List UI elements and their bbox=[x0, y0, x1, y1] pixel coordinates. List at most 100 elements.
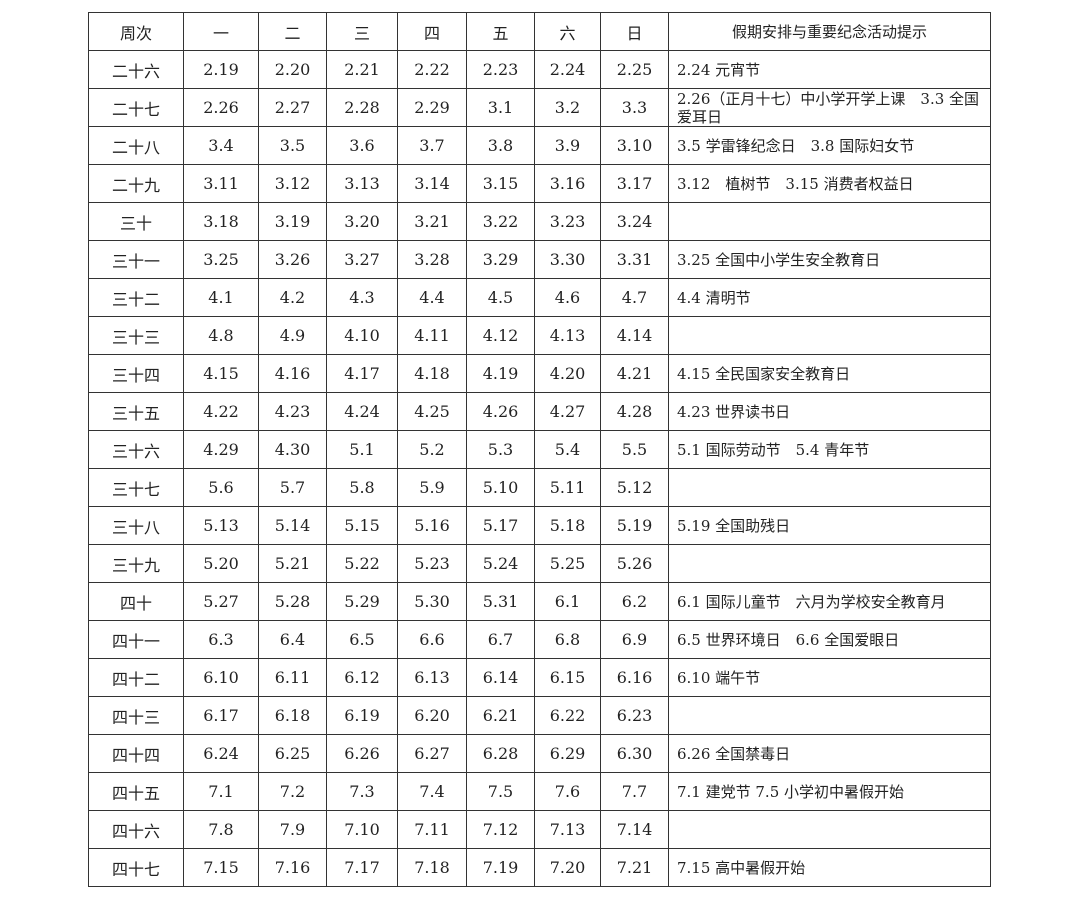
date-cell: 7.7 bbox=[600, 772, 669, 811]
table-row: 三十五 4.22 4.23 4.24 4.25 4.26 4.27 4.28 4.23 世界读书… bbox=[88, 392, 991, 431]
date-cell: 5.2 bbox=[397, 430, 467, 469]
date-cell: 6.6 bbox=[397, 620, 467, 659]
date-cell: 4.7 bbox=[600, 278, 669, 317]
date-cell: 7.20 bbox=[534, 848, 601, 887]
date-cell: 3.11 bbox=[183, 164, 259, 203]
date-cell: 7.3 bbox=[326, 772, 398, 811]
table-row: 三十七 5.6 5.7 5.8 5.9 5.10 5.11 5.12 bbox=[88, 468, 991, 507]
date-cell: 6.10 bbox=[183, 658, 259, 697]
date-cell: 3.25 bbox=[183, 240, 259, 279]
date-cell: 6.27 bbox=[397, 734, 467, 773]
table-row: 四十一 6.3 6.4 6.5 6.6 6.7 6.8 6.9 6.5 世界环境日 6.6 全国… bbox=[88, 620, 991, 659]
date-cell: 6.1 bbox=[534, 582, 601, 621]
date-cell: 7.10 bbox=[326, 810, 398, 849]
week-cell: 四十六 bbox=[88, 810, 184, 849]
week-cell: 二十八 bbox=[88, 126, 184, 165]
date-cell: 3.22 bbox=[466, 202, 535, 241]
table-row: 四十六 7.8 7.9 7.10 7.11 7.12 7.13 7.14 bbox=[88, 810, 991, 849]
week-cell: 三十二 bbox=[88, 278, 184, 317]
date-cell: 4.20 bbox=[534, 354, 601, 393]
date-cell: 5.17 bbox=[466, 506, 535, 545]
date-cell: 7.11 bbox=[397, 810, 467, 849]
table-row: 二十七 2.26 2.27 2.28 2.29 3.1 3.2 3.3 2.26（正月十七）中小… bbox=[88, 88, 991, 127]
date-cell: 5.29 bbox=[326, 582, 398, 621]
date-cell: 5.4 bbox=[534, 430, 601, 469]
week-cell: 二十六 bbox=[88, 50, 184, 89]
date-cell: 7.6 bbox=[534, 772, 601, 811]
date-cell: 4.26 bbox=[466, 392, 535, 431]
date-cell: 2.28 bbox=[326, 88, 398, 127]
date-cell: 4.12 bbox=[466, 316, 535, 355]
table-row: 三十九 5.20 5.21 5.22 5.23 5.24 5.25 5.26 bbox=[88, 544, 991, 583]
note-cell: 6.26 全国禁毒日 bbox=[668, 734, 991, 773]
date-cell: 2.21 bbox=[326, 50, 398, 89]
date-cell: 5.31 bbox=[466, 582, 535, 621]
week-cell: 三十四 bbox=[88, 354, 184, 393]
note-cell: 5.19 全国助残日 bbox=[668, 506, 991, 545]
date-cell: 6.13 bbox=[397, 658, 467, 697]
date-cell: 6.4 bbox=[258, 620, 327, 659]
date-cell: 4.23 bbox=[258, 392, 327, 431]
date-cell: 5.21 bbox=[258, 544, 327, 583]
date-cell: 3.24 bbox=[600, 202, 669, 241]
date-cell: 6.11 bbox=[258, 658, 327, 697]
week-cell: 三十一 bbox=[88, 240, 184, 279]
date-cell: 3.15 bbox=[466, 164, 535, 203]
date-cell: 5.13 bbox=[183, 506, 259, 545]
date-cell: 5.14 bbox=[258, 506, 327, 545]
date-cell: 4.16 bbox=[258, 354, 327, 393]
table-row: 四十四 6.24 6.25 6.26 6.27 6.28 6.29 6.30 6.26 全国禁毒… bbox=[88, 734, 991, 773]
date-cell: 3.6 bbox=[326, 126, 398, 165]
week-cell: 三十三 bbox=[88, 316, 184, 355]
date-cell: 7.19 bbox=[466, 848, 535, 887]
date-cell: 4.10 bbox=[326, 316, 398, 355]
date-cell: 6.22 bbox=[534, 696, 601, 735]
date-cell: 3.27 bbox=[326, 240, 398, 279]
date-cell: 6.24 bbox=[183, 734, 259, 773]
table-row: 二十六 2.19 2.20 2.21 2.22 2.23 2.24 2.25 2.24 元宵节 bbox=[88, 50, 991, 89]
table-row: 四十七 7.15 7.16 7.17 7.18 7.19 7.20 7.21 7.15 高中暑假… bbox=[88, 848, 991, 887]
week-cell: 四十三 bbox=[88, 696, 184, 735]
table-row: 四十二 6.10 6.11 6.12 6.13 6.14 6.15 6.16 6.10 端午节 bbox=[88, 658, 991, 697]
table-row: 三十二 4.1 4.2 4.3 4.4 4.5 4.6 4.7 4.4 清明节 bbox=[88, 278, 991, 317]
table-row: 四十五 7.1 7.2 7.3 7.4 7.5 7.6 7.7 7.1 建党节 7.5 小学初中… bbox=[88, 772, 991, 811]
date-cell: 7.15 bbox=[183, 848, 259, 887]
date-cell: 6.18 bbox=[258, 696, 327, 735]
table-row: 四十三 6.17 6.18 6.19 6.20 6.21 6.22 6.23 bbox=[88, 696, 991, 735]
header-notes: 假期安排与重要纪念活动提示 bbox=[668, 12, 991, 51]
table-row: 四十 5.27 5.28 5.29 5.30 5.31 6.1 6.2 6.1 国际儿童节 六月… bbox=[88, 582, 991, 621]
date-cell: 7.5 bbox=[466, 772, 535, 811]
date-cell: 5.10 bbox=[466, 468, 535, 507]
table-row: 三十三 4.8 4.9 4.10 4.11 4.12 4.13 4.14 bbox=[88, 316, 991, 355]
date-cell: 3.10 bbox=[600, 126, 669, 165]
date-cell: 3.7 bbox=[397, 126, 467, 165]
date-cell: 3.1 bbox=[466, 88, 535, 127]
date-cell: 5.12 bbox=[600, 468, 669, 507]
date-cell: 7.18 bbox=[397, 848, 467, 887]
date-cell: 2.26 bbox=[183, 88, 259, 127]
date-cell: 6.2 bbox=[600, 582, 669, 621]
week-cell: 三十 bbox=[88, 202, 184, 241]
week-cell: 三十六 bbox=[88, 430, 184, 469]
note-cell: 2.24 元宵节 bbox=[668, 50, 991, 89]
date-cell: 3.13 bbox=[326, 164, 398, 203]
date-cell: 3.19 bbox=[258, 202, 327, 241]
date-cell: 5.27 bbox=[183, 582, 259, 621]
note-cell bbox=[668, 544, 991, 583]
date-cell: 5.26 bbox=[600, 544, 669, 583]
date-cell: 5.19 bbox=[600, 506, 669, 545]
week-cell: 四十四 bbox=[88, 734, 184, 773]
week-cell: 二十九 bbox=[88, 164, 184, 203]
note-cell bbox=[668, 468, 991, 507]
table-row: 三十四 4.15 4.16 4.17 4.18 4.19 4.20 4.21 4.15 全民国家… bbox=[88, 354, 991, 393]
date-cell: 4.18 bbox=[397, 354, 467, 393]
date-cell: 7.13 bbox=[534, 810, 601, 849]
note-cell: 6.5 世界环境日 6.6 全国爱眼日 bbox=[668, 620, 991, 659]
date-cell: 3.17 bbox=[600, 164, 669, 203]
note-cell: 7.1 建党节 7.5 小学初中暑假开始 bbox=[668, 772, 991, 811]
note-cell: 4.15 全民国家安全教育日 bbox=[668, 354, 991, 393]
table-row: 三十一 3.25 3.26 3.27 3.28 3.29 3.30 3.31 3.25 全国中小… bbox=[88, 240, 991, 279]
date-cell: 6.20 bbox=[397, 696, 467, 735]
table-row: 三十八 5.13 5.14 5.15 5.16 5.17 5.18 5.19 5.19 全国助残… bbox=[88, 506, 991, 545]
date-cell: 6.19 bbox=[326, 696, 398, 735]
